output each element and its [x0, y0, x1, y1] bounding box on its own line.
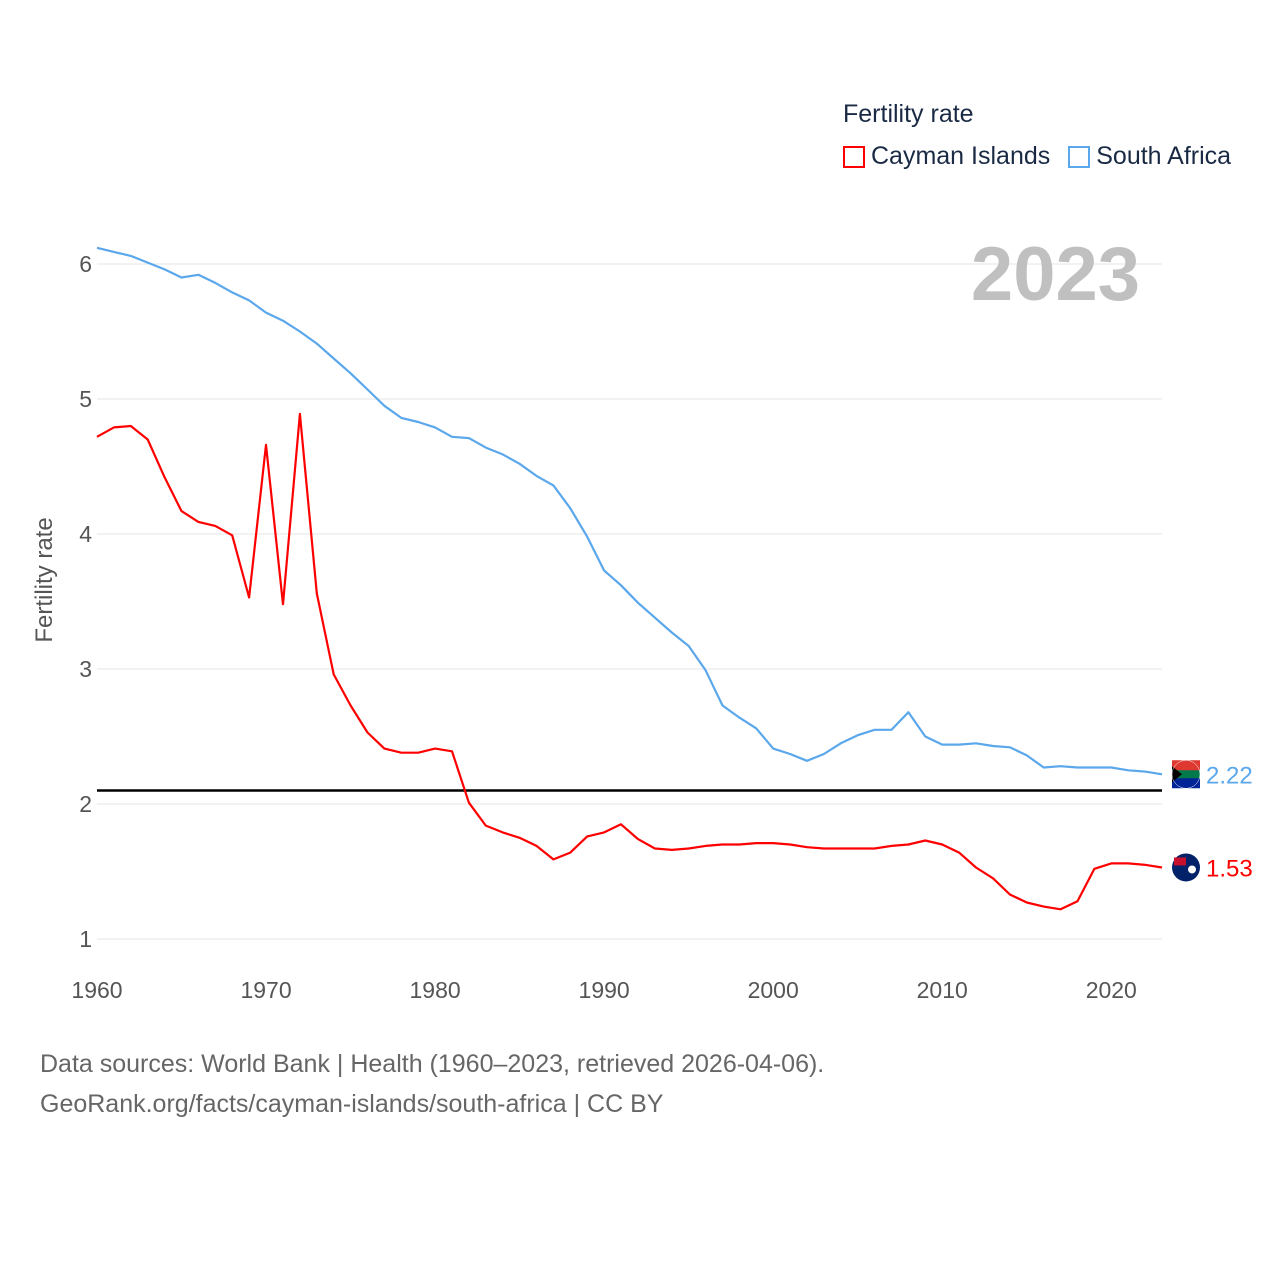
- legend-title: Fertility rate: [843, 100, 974, 128]
- year-label: 2023: [971, 232, 1140, 317]
- flag-icon: [1171, 760, 1201, 789]
- footer: Data sources: World Bank | Health (1960–…: [40, 1044, 824, 1124]
- legend-item-cayman-islands[interactable]: Cayman Islands: [843, 142, 1050, 171]
- y-tick-label: 4: [79, 521, 92, 547]
- y-tick-label: 3: [79, 656, 92, 682]
- legend: Cayman Islands South Africa: [843, 142, 1231, 171]
- legend-swatch: [1068, 145, 1091, 168]
- series-line-south-africa: [96, 246, 1163, 776]
- y-tick-label: 2: [79, 791, 92, 817]
- x-tick-label: 2020: [1086, 977, 1137, 1003]
- x-tick-label: 1980: [410, 977, 461, 1003]
- y-tick-label: 1: [79, 926, 92, 952]
- x-tick-label: 2010: [917, 977, 968, 1003]
- y-axis-label: Fertility rate: [31, 517, 58, 642]
- x-tick-label: 1970: [240, 977, 291, 1003]
- legend-item-south-africa[interactable]: South Africa: [1068, 142, 1231, 171]
- y-tick-label: 6: [79, 251, 92, 277]
- end-value-label: 1.53: [1206, 855, 1253, 882]
- x-tick-label: 1990: [579, 977, 630, 1003]
- data-sources: Data sources: World Bank | Health (1960–…: [40, 1050, 825, 1078]
- legend-swatch: [843, 145, 865, 168]
- flag-icon: [1172, 853, 1200, 882]
- series-line-cayman-islands: [96, 412, 1163, 911]
- legend-label: Cayman Islands: [871, 142, 1051, 170]
- x-tick-label: 2000: [748, 977, 799, 1003]
- x-tick-label: 1960: [71, 977, 122, 1003]
- attribution-link[interactable]: GeoRank.org/facts/cayman-islands/south-a…: [40, 1090, 664, 1118]
- y-tick-label: 5: [79, 386, 92, 412]
- legend-label: South Africa: [1096, 142, 1232, 170]
- end-value-label: 2.22: [1206, 762, 1253, 789]
